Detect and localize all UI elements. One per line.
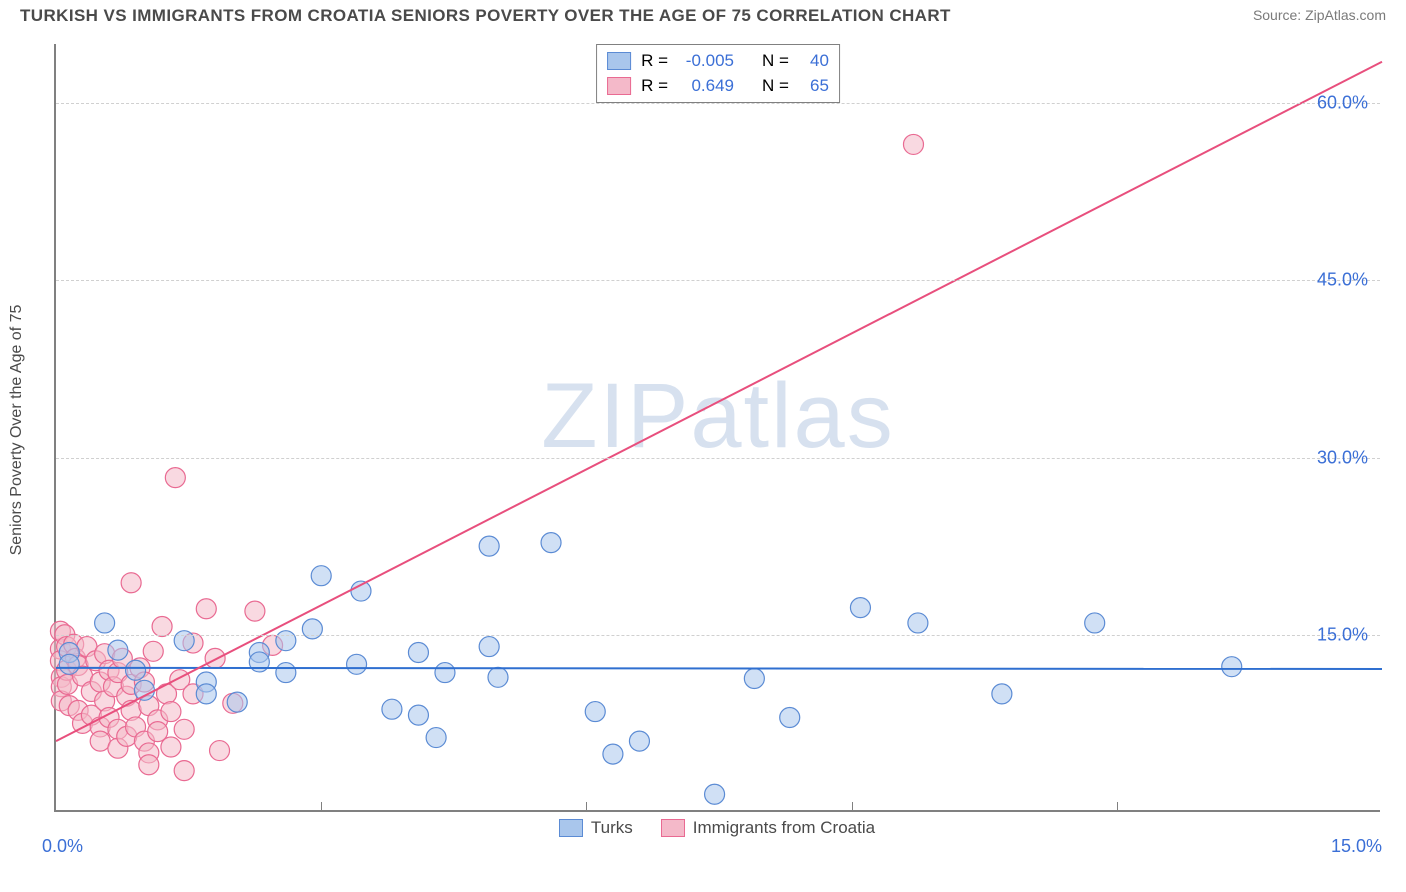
n-value-croatia: 65 — [799, 74, 829, 99]
data-point-turks — [126, 660, 146, 680]
legend-label-turks: Turks — [591, 818, 633, 838]
data-point-turks — [174, 631, 194, 651]
data-point-turks — [1085, 613, 1105, 633]
data-point-turks — [426, 728, 446, 748]
x-tick-mark — [852, 802, 853, 812]
data-point-croatia — [903, 134, 923, 154]
data-point-turks — [992, 684, 1012, 704]
data-point-turks — [227, 692, 247, 712]
chart-title: TURKISH VS IMMIGRANTS FROM CROATIA SENIO… — [20, 6, 951, 26]
gridline — [56, 280, 1380, 281]
data-point-turks — [780, 707, 800, 727]
r-label: R = — [641, 49, 668, 74]
data-point-croatia — [196, 599, 216, 619]
data-point-turks — [196, 684, 216, 704]
data-point-turks — [302, 619, 322, 639]
data-point-croatia — [174, 719, 194, 739]
data-point-turks — [705, 784, 725, 804]
data-point-turks — [347, 654, 367, 674]
data-point-croatia — [165, 468, 185, 488]
legend-row-turks: R = -0.005 N = 40 — [607, 49, 829, 74]
x-tick-label: 0.0% — [42, 836, 83, 857]
trend-line-turks — [56, 668, 1382, 669]
data-point-turks — [408, 705, 428, 725]
y-tick-label: 15.0% — [1317, 624, 1368, 645]
trend-line-croatia — [56, 62, 1382, 741]
data-point-croatia — [152, 616, 172, 636]
legend-series: Turks Immigrants from Croatia — [54, 818, 1380, 838]
data-point-croatia — [205, 648, 225, 668]
chart-svg — [56, 44, 1382, 812]
legend-item-turks: Turks — [559, 818, 633, 838]
source-label: Source: — [1253, 7, 1305, 23]
legend-label-croatia: Immigrants from Croatia — [693, 818, 875, 838]
n-value-turks: 40 — [799, 49, 829, 74]
y-tick-label: 60.0% — [1317, 93, 1368, 114]
source: Source: ZipAtlas.com — [1253, 7, 1386, 25]
y-axis-title: Seniors Poverty Over the Age of 75 — [8, 305, 26, 556]
legend-row-croatia: R = 0.649 N = 65 — [607, 74, 829, 99]
source-name: ZipAtlas.com — [1305, 7, 1386, 23]
data-point-turks — [435, 663, 455, 683]
data-point-croatia — [245, 601, 265, 621]
data-point-turks — [744, 668, 764, 688]
n-label: N = — [762, 49, 789, 74]
x-tick-mark — [586, 802, 587, 812]
data-point-croatia — [210, 741, 230, 761]
x-tick-label: 15.0% — [1331, 836, 1382, 857]
data-point-turks — [585, 702, 605, 722]
legend-swatch-turks — [607, 52, 631, 70]
data-point-turks — [850, 598, 870, 618]
data-point-turks — [59, 654, 79, 674]
data-point-croatia — [121, 573, 141, 593]
x-tick-mark — [1117, 802, 1118, 812]
data-point-turks — [603, 744, 623, 764]
data-point-turks — [908, 613, 928, 633]
y-tick-label: 30.0% — [1317, 447, 1368, 468]
data-point-croatia — [161, 737, 181, 757]
data-point-turks — [479, 637, 499, 657]
gridline — [56, 458, 1380, 459]
legend-swatch-turks-b — [559, 819, 583, 837]
gridline — [56, 635, 1380, 636]
legend-item-croatia: Immigrants from Croatia — [661, 818, 875, 838]
data-point-turks — [134, 680, 154, 700]
data-point-turks — [1222, 657, 1242, 677]
data-point-turks — [311, 566, 331, 586]
y-tick-label: 45.0% — [1317, 270, 1368, 291]
data-point-turks — [479, 536, 499, 556]
data-point-turks — [629, 731, 649, 751]
data-point-turks — [408, 642, 428, 662]
data-point-croatia — [139, 755, 159, 775]
data-point-croatia — [143, 641, 163, 661]
data-point-croatia — [161, 702, 181, 722]
data-point-turks — [95, 613, 115, 633]
r-value-croatia: 0.649 — [678, 74, 734, 99]
data-point-turks — [488, 667, 508, 687]
r-label: R = — [641, 74, 668, 99]
x-tick-mark — [321, 802, 322, 812]
data-point-turks — [108, 640, 128, 660]
data-point-turks — [276, 631, 296, 651]
plot-area: ZIPatlas R = -0.005 N = 40 R = 0.649 N =… — [54, 44, 1380, 812]
legend-swatch-croatia — [607, 77, 631, 95]
data-point-croatia — [174, 761, 194, 781]
data-point-turks — [541, 533, 561, 553]
n-label: N = — [762, 74, 789, 99]
data-point-turks — [276, 663, 296, 683]
legend-correlation: R = -0.005 N = 40 R = 0.649 N = 65 — [596, 44, 840, 103]
legend-swatch-croatia-b — [661, 819, 685, 837]
data-point-turks — [382, 699, 402, 719]
data-point-croatia — [90, 731, 110, 751]
r-value-turks: -0.005 — [678, 49, 734, 74]
